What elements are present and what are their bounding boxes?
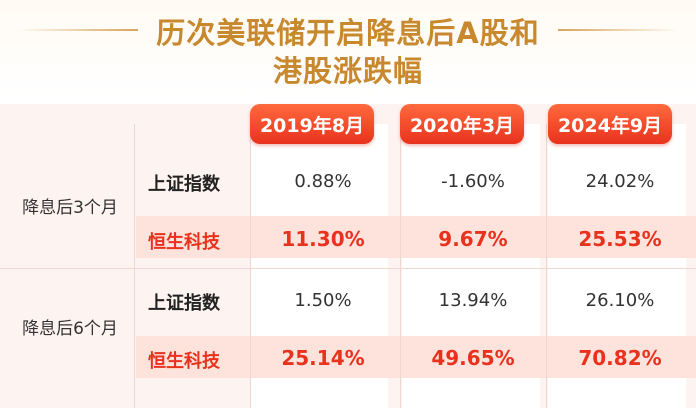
table-cell: 70.82% (578, 346, 662, 370)
grid-line (546, 124, 547, 408)
table-cell: 11.30% (281, 227, 365, 251)
table-cell: 25.14% (281, 346, 365, 370)
highlight-row-1 (136, 216, 696, 258)
group-label-6-months: 降息后6个月 (22, 319, 118, 339)
table-cell: 9.67% (438, 227, 508, 251)
index-label-hang-seng-tech: 恒生科技 (148, 232, 220, 253)
title-decoration-right (558, 29, 678, 31)
grid-line (0, 268, 696, 269)
highlight-row-2 (136, 336, 696, 378)
table-cell: 0.88% (294, 171, 352, 192)
column-header-2019-08: 2019年8月 (250, 104, 374, 144)
page-title-line-1: 历次美联储开启降息后A股和 (156, 16, 540, 50)
table-cell: 24.02% (585, 171, 655, 192)
index-label-shanghai: 上证指数 (148, 293, 220, 314)
grid-line (400, 124, 401, 408)
table-cell: -1.60% (441, 171, 505, 192)
column-header-2020-03: 2020年3月 (400, 104, 524, 144)
index-label-shanghai: 上证指数 (148, 174, 220, 195)
column-header-2024-09: 2024年9月 (548, 104, 672, 144)
index-label-hang-seng-tech: 恒生科技 (148, 351, 220, 372)
page-title-line-2: 港股涨跌幅 (272, 54, 423, 88)
table-cell: 26.10% (585, 290, 655, 311)
grid-line (250, 124, 251, 408)
table-cell: 25.53% (578, 227, 662, 251)
table-cell: 1.50% (294, 290, 352, 311)
title-area: 历次美联储开启降息后A股和 港股涨跌幅 (0, 0, 696, 96)
title-decoration-left (18, 29, 138, 31)
table-cell: 49.65% (431, 346, 515, 370)
table-cell: 13.94% (438, 290, 508, 311)
grid-line (134, 124, 135, 408)
group-label-3-months: 降息后3个月 (22, 198, 118, 218)
